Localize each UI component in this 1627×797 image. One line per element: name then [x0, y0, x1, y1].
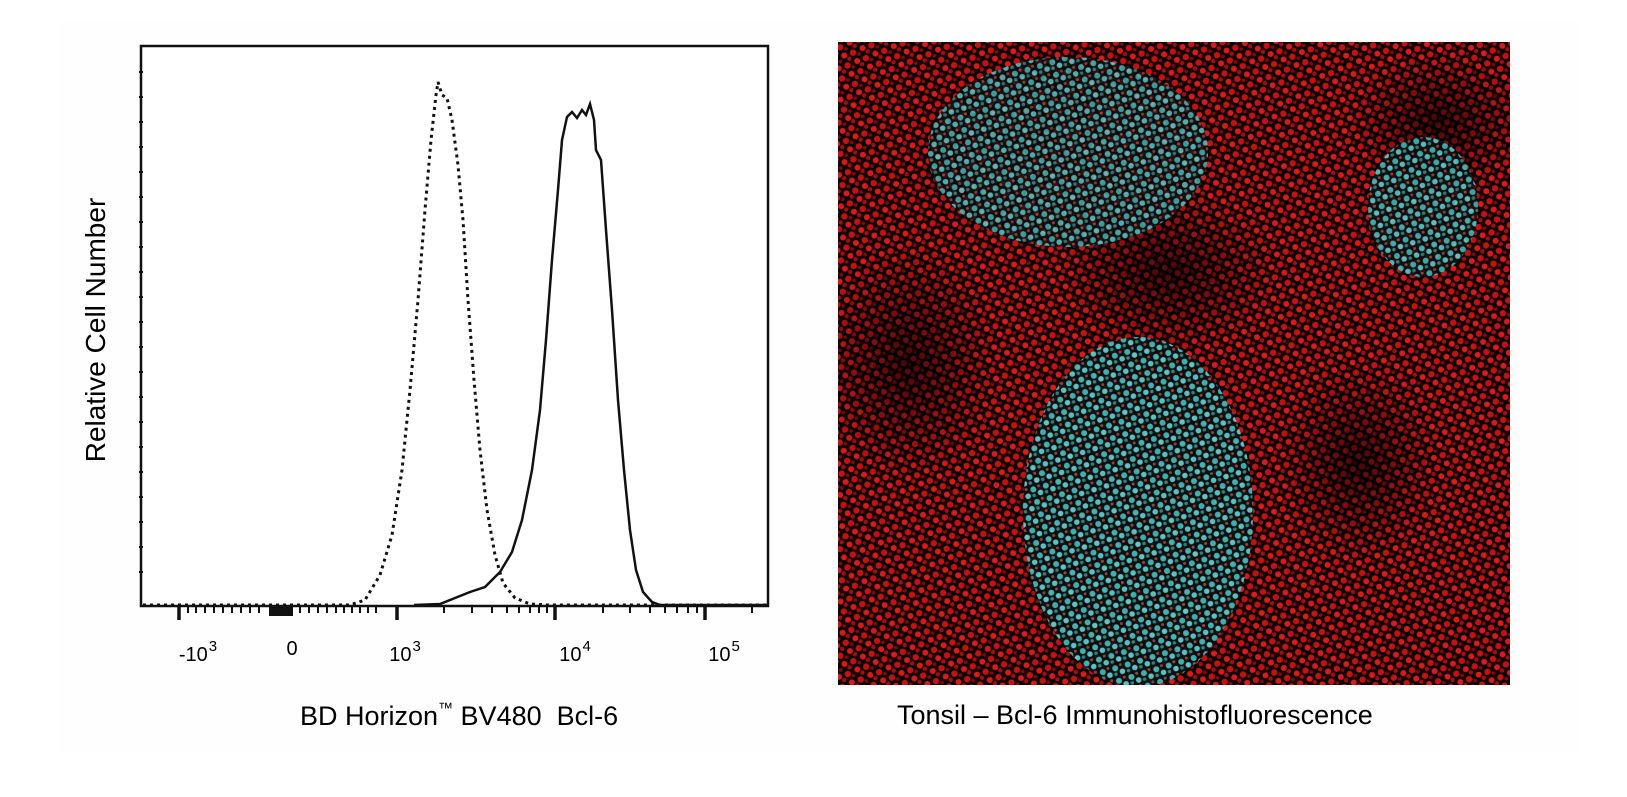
germinal-center-top: [928, 57, 1208, 247]
isotype-curve: [143, 81, 768, 607]
x-tick-label-1e3: 103: [389, 638, 421, 666]
tonsil-micrograph: [838, 42, 1510, 685]
x-tick-label-1e5: 105: [708, 638, 740, 666]
x-tick-label-1e4: 104: [559, 638, 591, 666]
y-axis-label: Relative Cell Number: [80, 197, 111, 463]
germinal-center-main: [1023, 337, 1253, 685]
micrograph-caption: Tonsil – Bcl-6 Immunohistofluorescence: [897, 700, 1373, 730]
plot-frame: [139, 44, 770, 608]
germinal-center-right: [1368, 137, 1478, 277]
x-axis-label: BD Horizon™ BV480 Bcl-6: [300, 700, 619, 731]
histogram-plot: [139, 44, 770, 620]
x-axis-ticks: [177, 606, 753, 620]
bcl6-curve: [413, 99, 768, 607]
flow-histogram: Relative Cell Number -103 0 103 104 105 …: [0, 0, 800, 797]
x-tick-label-neg1e3: -103: [178, 638, 218, 666]
x-tick-label-0: 0: [286, 638, 298, 660]
y-axis-ticks: [139, 71, 143, 573]
micrograph-image: [838, 42, 1510, 685]
